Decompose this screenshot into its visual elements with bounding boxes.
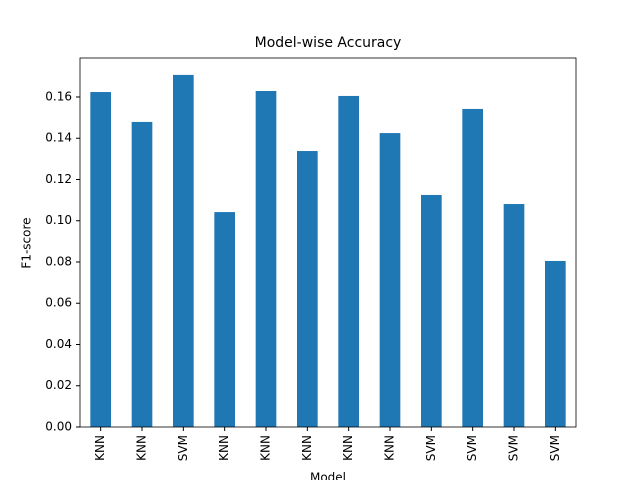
y-tick-label: 0.04 bbox=[45, 337, 72, 351]
x-tick-label: SVM bbox=[548, 435, 562, 461]
y-tick-label: 0.06 bbox=[45, 296, 72, 310]
x-tick-label: KNN bbox=[93, 435, 107, 461]
x-tick-label: KNN bbox=[259, 435, 273, 461]
y-tick-label: 0.16 bbox=[45, 89, 72, 103]
plot-frame bbox=[79, 57, 577, 428]
x-tick-label: SVM bbox=[465, 435, 479, 461]
x-tick-label: KNN bbox=[300, 435, 314, 461]
x-tick-label: KNN bbox=[341, 435, 355, 461]
bar bbox=[545, 260, 566, 427]
bar bbox=[338, 95, 359, 427]
x-tick-label: KNN bbox=[217, 435, 231, 461]
y-tick-label: 0.00 bbox=[45, 420, 72, 434]
x-tick-label: KNN bbox=[135, 435, 149, 461]
bar bbox=[131, 121, 153, 428]
x-tick-label: SVM bbox=[424, 435, 438, 461]
bar bbox=[379, 133, 401, 428]
x-tick-label: SVM bbox=[176, 435, 190, 461]
x-tick-label: KNN bbox=[383, 435, 397, 461]
y-tick-label: 0.08 bbox=[45, 254, 72, 268]
y-tick-label: 0.12 bbox=[45, 172, 72, 186]
bar bbox=[421, 194, 442, 427]
bar bbox=[297, 151, 318, 427]
x-axis-label: Model bbox=[310, 471, 346, 480]
bar bbox=[503, 204, 525, 427]
bar bbox=[214, 212, 235, 427]
bar bbox=[173, 74, 194, 427]
bar bbox=[462, 108, 483, 427]
bar bbox=[255, 91, 277, 427]
chart-title: Model-wise Accuracy bbox=[255, 35, 402, 51]
y-tick-label: 0.14 bbox=[45, 131, 72, 145]
y-tick-label: 0.02 bbox=[45, 378, 72, 392]
y-tick-label: 0.10 bbox=[45, 213, 72, 227]
x-tick-label: SVM bbox=[507, 435, 521, 461]
bar bbox=[90, 92, 111, 427]
y-axis-label: F1-score bbox=[20, 217, 34, 268]
